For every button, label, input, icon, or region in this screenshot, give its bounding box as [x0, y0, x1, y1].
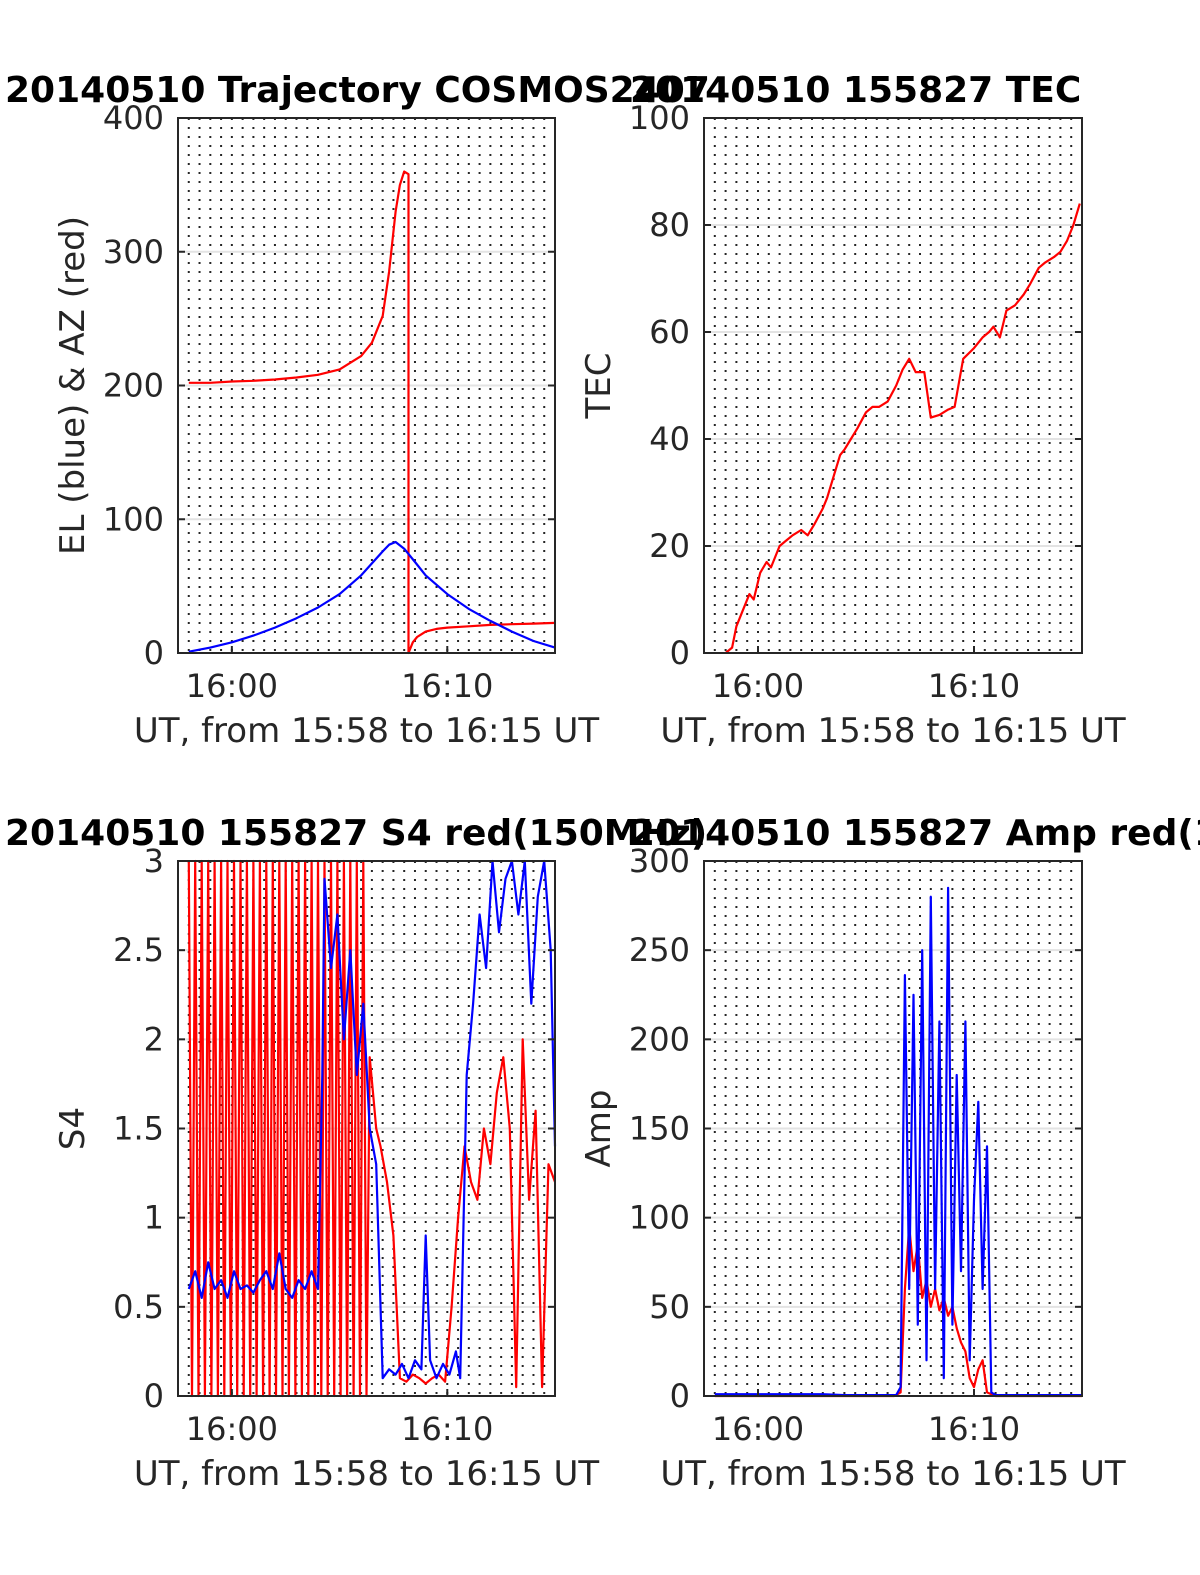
y-tick-label: 3 [144, 842, 164, 880]
x-axis-label: UT, from 15:58 to 16:15 UT [660, 711, 1126, 751]
y-tick-label: 150 [629, 1110, 690, 1148]
x-tick-label: 16:00 [186, 667, 278, 705]
series-line-blue [187, 859, 557, 1380]
x-tick-label: 16:10 [401, 667, 493, 705]
x-axis-label: UT, from 15:58 to 16:15 UT [660, 1454, 1126, 1494]
y-tick-label: 1 [144, 1199, 164, 1237]
y-tick-label: 250 [629, 931, 690, 969]
y-axis-label: EL (blue) & AZ (red) [53, 216, 93, 555]
chart-title: 20140510 155827 Amp red(150MHz) [630, 813, 1200, 854]
x-tick-label: 16:00 [712, 1410, 804, 1448]
x-tick-label: 16:10 [401, 1410, 493, 1448]
y-tick-label: 0 [670, 634, 690, 672]
y-tick-label: 80 [649, 206, 690, 244]
y-axis-label: TEC [579, 353, 619, 420]
y-tick-label: 0 [144, 1377, 164, 1415]
series-line-blue [188, 540, 556, 653]
chart-title: 20140510 155827 TEC [630, 70, 1081, 111]
y-tick-label: 2.5 [113, 931, 164, 969]
y-tick-label: 100 [629, 1199, 690, 1237]
y-tick-label: 100 [629, 99, 690, 137]
y-tick-label: 100 [103, 500, 164, 538]
y-tick-label: 300 [629, 842, 690, 880]
x-tick-label: 16:10 [928, 1410, 1020, 1448]
x-tick-label: 16:00 [186, 1410, 278, 1448]
y-tick-label: 0 [670, 1377, 690, 1415]
chart-s4: 0 0.5 1 1.5 2 2.5 3 16:00 16:10 UT, from 15:58 to… [5, 813, 707, 1494]
y-tick-label: 2 [144, 1020, 164, 1058]
x-tick-label: 16:00 [712, 667, 804, 705]
y-tick-label: 300 [103, 233, 164, 271]
y-tick-label: 0 [144, 634, 164, 672]
y-tick-label: 20 [649, 527, 690, 565]
y-axis-label: Amp [579, 1090, 619, 1168]
series-line-red [724, 203, 1081, 654]
x-axis-label: UT, from 15:58 to 16:15 UT [134, 711, 600, 751]
y-tick-label: 400 [103, 99, 164, 137]
chart-title: 20140510 155827 S4 red(150MHz) [5, 813, 707, 854]
y-tick-label: 200 [103, 367, 164, 405]
series-line-red [188, 170, 556, 655]
plot-frame [703, 117, 1083, 654]
y-tick-label: 60 [649, 313, 690, 351]
y-tick-label: 0.5 [113, 1288, 164, 1326]
y-tick-label: 1.5 [113, 1110, 164, 1148]
chart-title: 20140510 Trajectory COSMOS2407 [5, 70, 710, 111]
y-tick-label: 50 [649, 1288, 690, 1326]
y-tick-label: 200 [629, 1020, 690, 1058]
chart-amp: 0 50 100 150 200 250 300 16:00 16:10 UT, from 15:… [579, 813, 1200, 1494]
x-axis-label: UT, from 15:58 to 16:15 UT [134, 1454, 600, 1494]
x-tick-label: 16:10 [928, 667, 1020, 705]
y-axis-label: S4 [53, 1107, 93, 1150]
y-tick-label: 40 [649, 420, 690, 458]
chart-tec: 0 20 40 60 80 100 16:00 16:10 UT, from 15:58 to … [579, 70, 1126, 751]
